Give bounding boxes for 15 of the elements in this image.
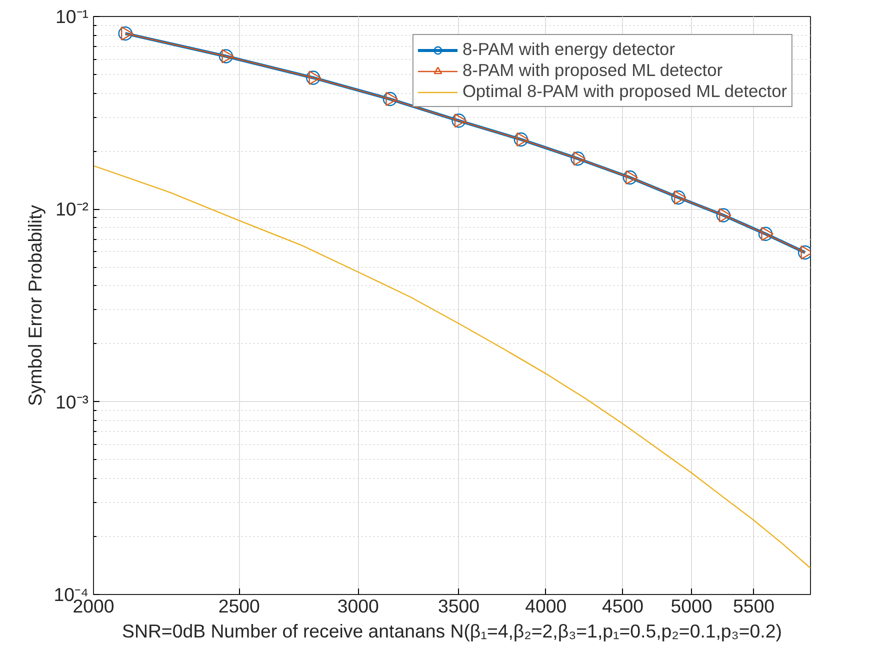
x-tick-label: 5500 (732, 596, 774, 616)
x-tick-label: 4500 (602, 596, 644, 616)
x-tick-label: 5000 (670, 596, 712, 616)
x-tick-label: 3000 (337, 596, 379, 616)
x-tick-label: 3500 (438, 596, 480, 616)
y-tick-label: 10⁻² (56, 198, 89, 220)
x-tick-label: 2500 (218, 596, 260, 616)
y-tick-label: 10⁻³ (56, 391, 89, 412)
legend-label: 8-PAM with energy detector (462, 39, 675, 60)
y-axis-title: Symbol Error Probability (24, 204, 46, 406)
x-axis-title: SNR=0dB Number of receive antanans N(β₁=4,β₂=2,β₃=1,p₁=0.5,p₂=0.1,p₃=0.2) (122, 620, 782, 642)
legend-label: Optimal 8-PAM with proposed ML detector (462, 81, 787, 102)
x-tick-label: 4000 (525, 596, 567, 616)
y-tick-label: 10⁻¹ (56, 6, 89, 27)
legend-label: 8-PAM with proposed ML detector (462, 60, 722, 81)
